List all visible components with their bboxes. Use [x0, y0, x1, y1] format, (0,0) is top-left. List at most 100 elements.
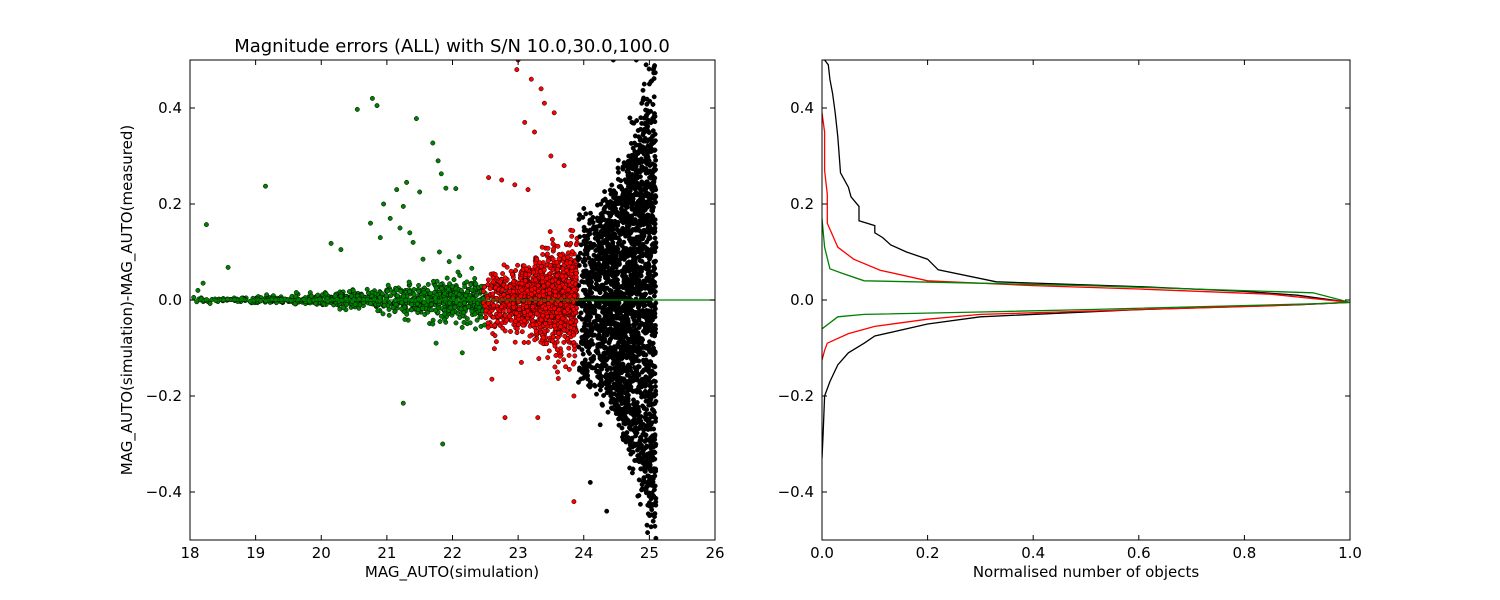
scatter-point: [638, 183, 644, 189]
scatter-point: [598, 234, 604, 239]
scatter-point: [576, 283, 582, 288]
scatter-point: [609, 405, 614, 411]
scatter-point: [652, 138, 658, 144]
scatter-point: [597, 422, 603, 428]
scatter-point: [642, 285, 648, 291]
scatter-point: [557, 284, 563, 290]
scatter-point: [642, 202, 648, 208]
scatter-point: [651, 363, 657, 369]
scatter-point: [581, 335, 587, 341]
scatter-point: [613, 206, 618, 211]
scatter-point: [631, 358, 637, 364]
scatter-point: [652, 193, 658, 199]
scatter-point: [627, 380, 633, 386]
scatter-point: [367, 301, 373, 307]
scatter-point: [491, 346, 497, 352]
scatter-point: [652, 162, 658, 168]
scatter-point: [641, 322, 647, 328]
scatter-point: [399, 306, 405, 312]
scatter-point: [540, 335, 546, 341]
scatter-point: [527, 333, 533, 339]
scatter-point: [558, 252, 564, 258]
scatter-point: [650, 169, 656, 175]
scatter-point: [543, 321, 548, 327]
scatter-point: [436, 249, 442, 255]
scatter-point: [602, 315, 608, 321]
scatter-point: [579, 340, 585, 346]
scatter-point: [505, 294, 511, 300]
scatter-point: [524, 266, 530, 272]
scatter-point: [636, 358, 642, 364]
scatter-point: [406, 279, 412, 285]
scatter-point: [651, 309, 657, 315]
scatter-point: [582, 258, 588, 263]
scatter-point: [200, 280, 206, 286]
scatter-point: [425, 295, 431, 301]
scatter-panel: Magnitude errors (ALL) with S/N 10.0,30.…: [118, 36, 725, 582]
scatter-point: [614, 335, 620, 341]
scatter-point: [596, 375, 602, 381]
scatter-point: [514, 326, 520, 332]
scatter-point: [620, 248, 626, 254]
scatter-point: [551, 246, 557, 252]
scatter-point: [288, 298, 294, 304]
scatter-point: [420, 256, 426, 262]
scatter-point: [555, 334, 561, 340]
scatter-point: [547, 290, 553, 296]
scatter-point: [446, 259, 452, 265]
scatter-point: [534, 311, 540, 316]
scatter-point: [614, 196, 620, 202]
scatter-point: [601, 393, 607, 398]
scatter-point: [545, 355, 551, 361]
scatter-point: [374, 103, 380, 109]
scatter-point: [599, 358, 605, 364]
scatter-point: [385, 282, 391, 288]
scatter-point: [591, 309, 597, 315]
scatter-point: [650, 518, 656, 524]
scatter-point: [491, 314, 496, 320]
scatter-point: [522, 119, 528, 125]
scatter-point: [547, 262, 553, 268]
scatter-point: [525, 187, 531, 193]
scatter-point: [646, 460, 652, 466]
scatter-point: [379, 291, 385, 297]
scatter-point: [635, 370, 641, 376]
scatter-point: [493, 339, 499, 345]
scatter-point: [561, 327, 567, 333]
scatter-point: [653, 418, 658, 424]
scatter-point: [615, 176, 621, 182]
scatter-point: [555, 314, 561, 320]
scatter-point: [653, 157, 659, 163]
scatter-point: [648, 108, 654, 114]
scatter-point: [432, 295, 438, 301]
scatter-point: [623, 197, 629, 203]
scatter-point: [625, 221, 631, 227]
scatter-point: [651, 378, 657, 384]
scatter-point: [628, 336, 634, 342]
scatter-point: [503, 317, 509, 323]
scatter-point: [611, 391, 617, 397]
scatter-point: [627, 465, 633, 471]
scatter-point: [354, 106, 360, 112]
scatter-point: [614, 400, 619, 406]
scatter-point: [600, 198, 606, 204]
scatter-point: [639, 369, 645, 375]
scatter-point: [648, 468, 654, 474]
scatter-point: [623, 204, 629, 210]
scatter-point: [344, 302, 349, 308]
scatter-point: [651, 65, 657, 70]
scatter-point: [650, 279, 656, 285]
scatter-point: [643, 488, 649, 494]
scatter-point: [508, 329, 513, 334]
scatter-point: [380, 311, 386, 317]
scatter-point: [592, 365, 598, 371]
scatter-point: [571, 393, 577, 399]
scatter-point: [535, 415, 541, 421]
scatter-point: [637, 169, 643, 175]
scatter-point: [634, 312, 640, 318]
scatter-point: [588, 210, 593, 216]
scatter-point: [581, 233, 587, 239]
scatter-point: [610, 320, 616, 326]
scatter-point: [630, 120, 636, 126]
scatter-point: [542, 306, 548, 311]
